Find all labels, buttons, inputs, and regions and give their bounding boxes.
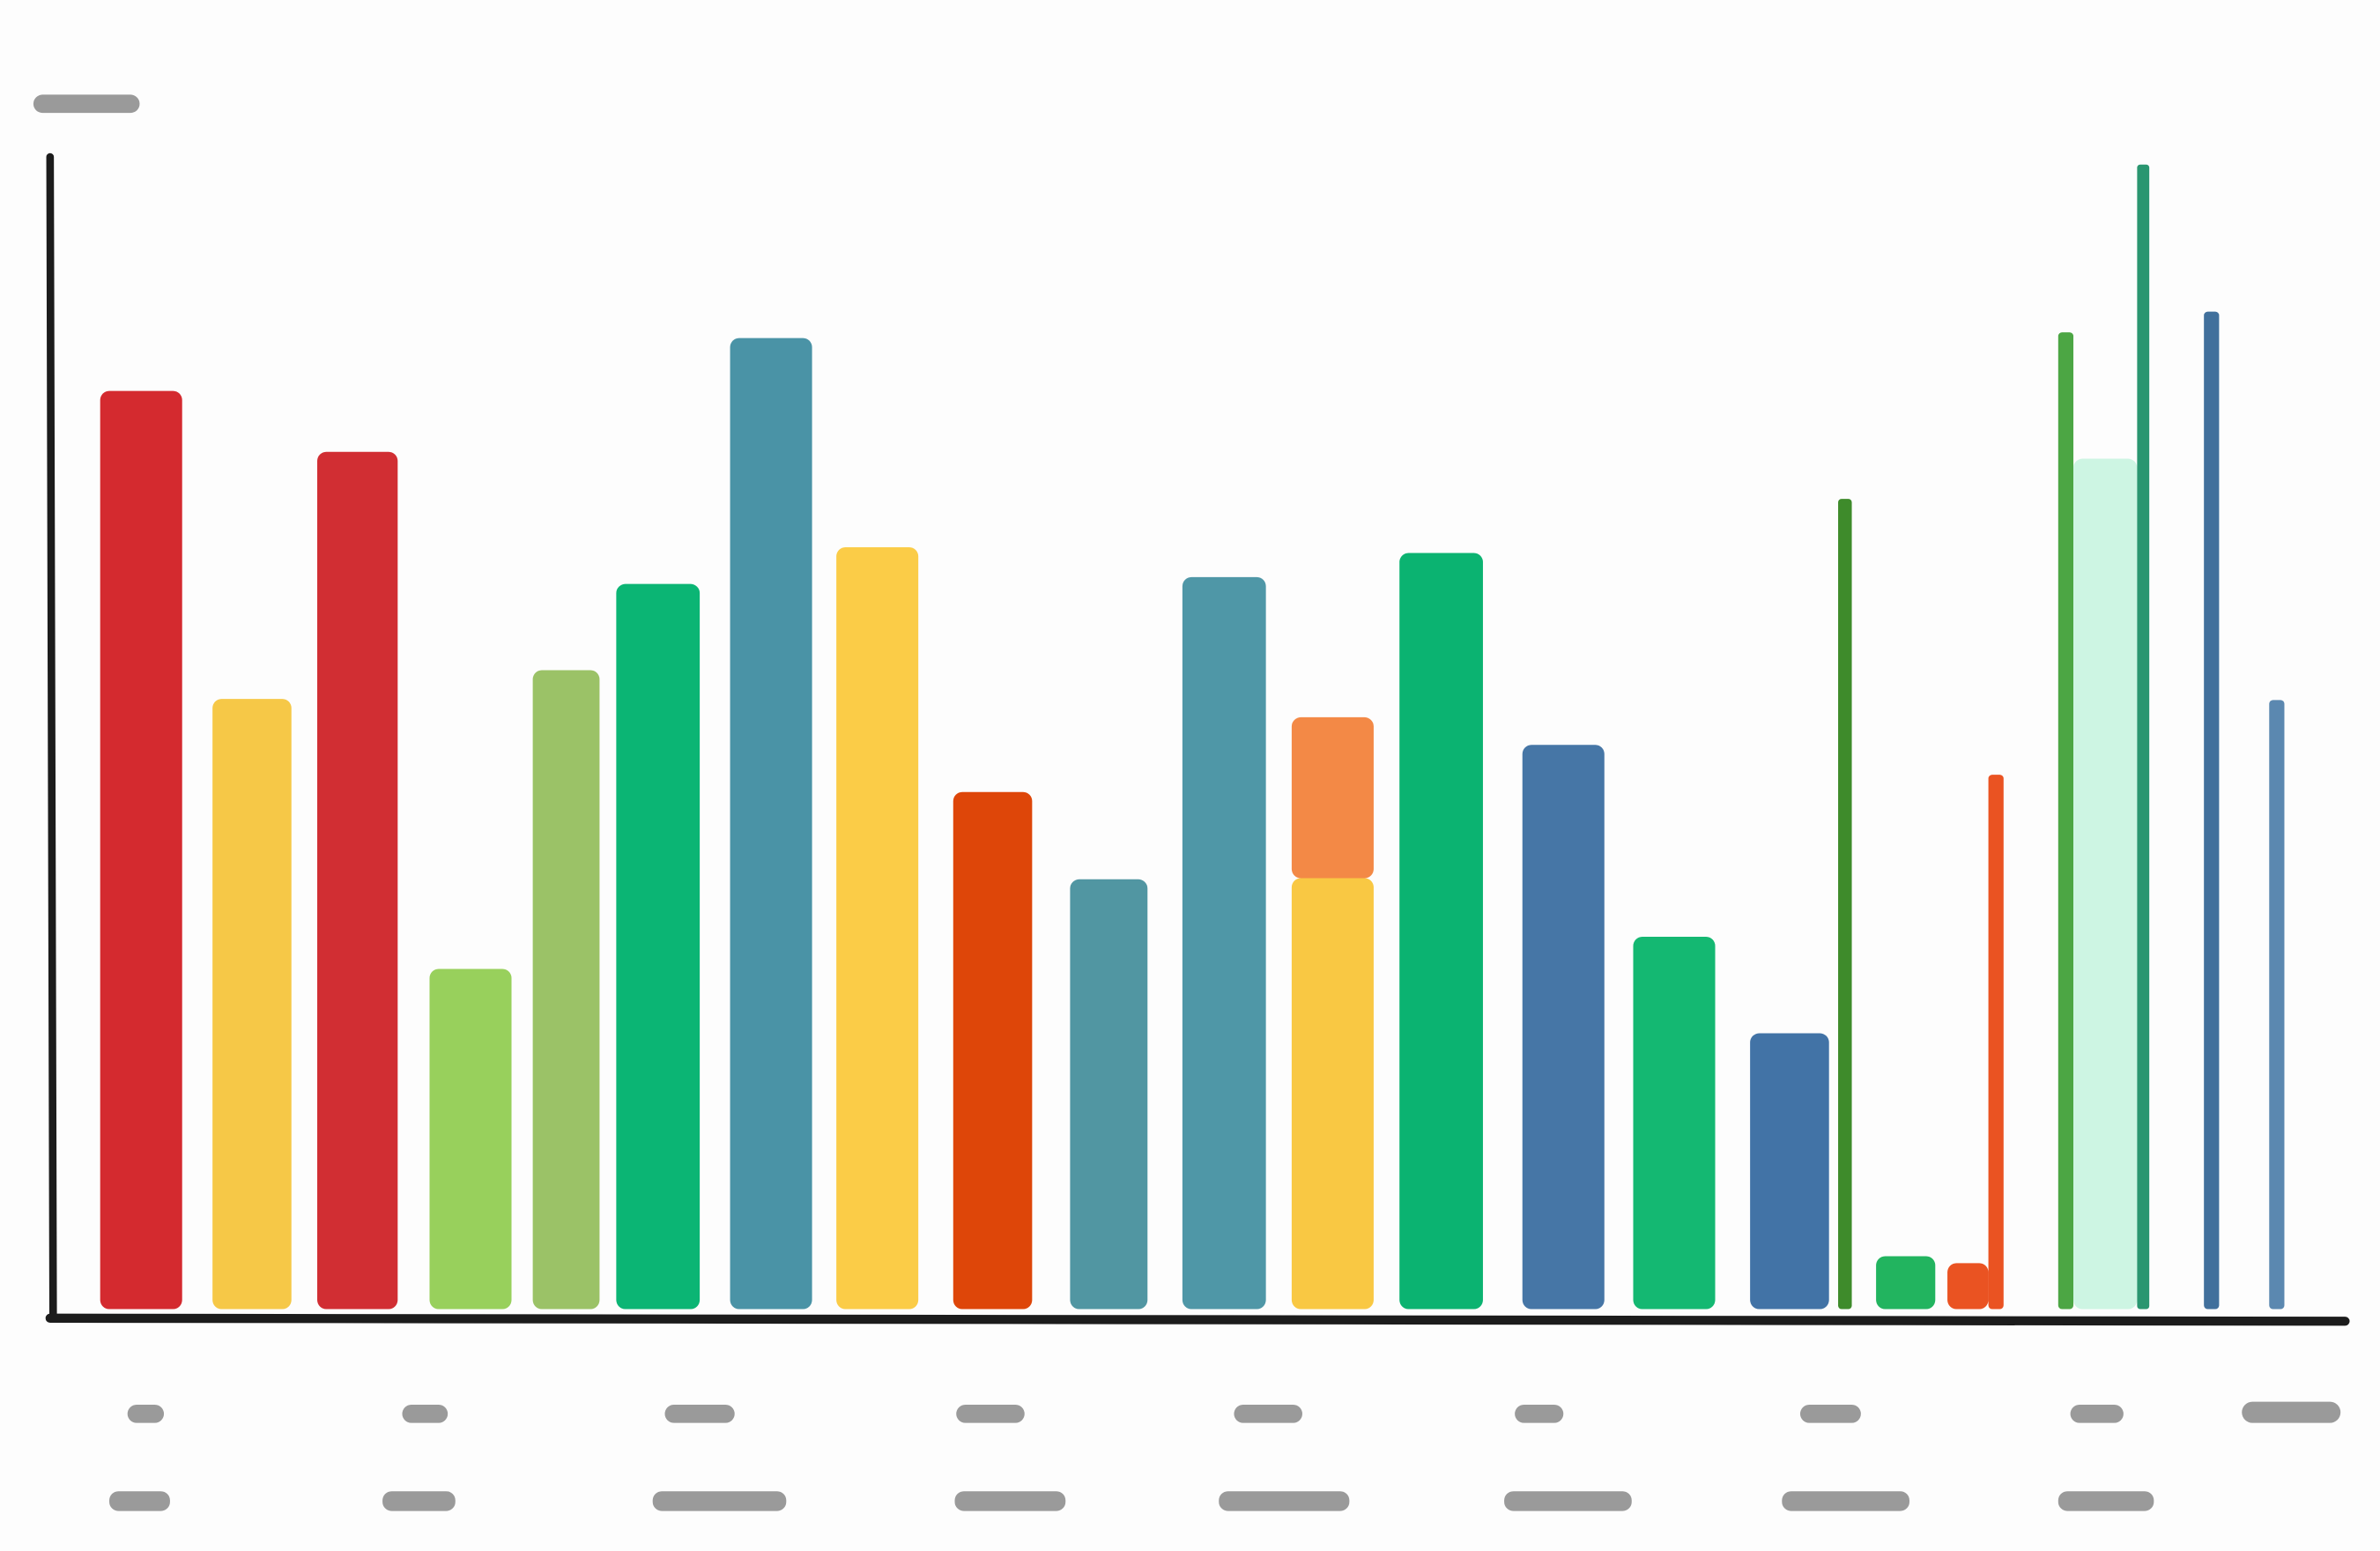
bar	[317, 451, 398, 1310]
bar	[212, 699, 292, 1310]
y-axis	[46, 152, 57, 1319]
bar	[1182, 576, 1266, 1310]
tick-label-blob	[402, 1405, 449, 1423]
bar	[730, 338, 812, 1310]
bar	[1988, 775, 2004, 1310]
bar	[836, 546, 919, 1310]
bar	[2269, 700, 2285, 1310]
bar	[616, 583, 701, 1310]
axis-label-blob	[33, 94, 140, 114]
tick-label-blob	[1782, 1491, 1910, 1511]
bar	[2057, 332, 2074, 1310]
bar	[1750, 1033, 1829, 1310]
tick-label-blob	[954, 1491, 1066, 1511]
bar	[1399, 553, 1483, 1310]
bar	[2204, 311, 2220, 1310]
tick-label-blob	[109, 1491, 170, 1511]
tick-label-blob	[382, 1491, 456, 1511]
bar	[100, 390, 182, 1310]
tick-label-blob	[1219, 1491, 1350, 1511]
tick-label-blob	[2242, 1401, 2341, 1423]
bar	[1876, 1256, 1936, 1310]
bar	[1633, 936, 1716, 1310]
tick-label-blob	[127, 1405, 165, 1423]
bar-segment	[1291, 716, 1374, 879]
x-axis	[45, 1313, 2350, 1326]
bars	[100, 164, 2285, 1310]
tick-label-blob	[2070, 1405, 2124, 1423]
bar	[532, 670, 600, 1310]
bar	[2073, 458, 2138, 1310]
bar	[1522, 745, 1605, 1310]
tick-label-blob	[956, 1405, 1025, 1423]
bar	[2137, 164, 2150, 1310]
tick-label-blob	[1799, 1405, 1861, 1423]
bar	[1070, 879, 1148, 1310]
tick-label-blob	[1234, 1405, 1302, 1423]
bar	[953, 791, 1033, 1310]
label-placeholders	[33, 94, 2341, 1511]
bar	[1291, 878, 1374, 1310]
bar	[1947, 1263, 1989, 1310]
tick-label-blob	[652, 1491, 787, 1511]
tick-label-blob	[664, 1405, 735, 1423]
tick-label-blob	[1504, 1491, 1632, 1511]
tick-label-blob	[2057, 1491, 2154, 1511]
tick-label-blob	[1515, 1405, 1564, 1423]
bar	[429, 968, 512, 1310]
bar	[1838, 499, 1852, 1310]
